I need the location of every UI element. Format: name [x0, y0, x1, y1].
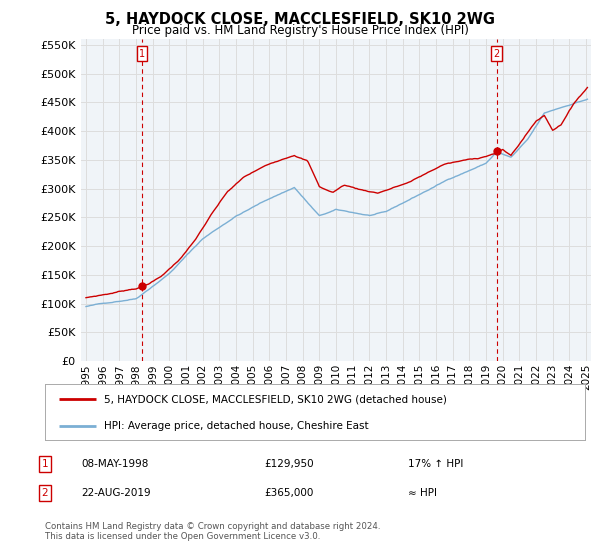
Text: 08-MAY-1998: 08-MAY-1998 — [81, 459, 148, 469]
Text: 2: 2 — [494, 49, 500, 59]
Text: £129,950: £129,950 — [264, 459, 314, 469]
Text: 22-AUG-2019: 22-AUG-2019 — [81, 488, 151, 498]
Text: 2: 2 — [41, 488, 49, 498]
Text: 1: 1 — [139, 49, 145, 59]
Text: HPI: Average price, detached house, Cheshire East: HPI: Average price, detached house, Ches… — [104, 421, 369, 431]
Text: £365,000: £365,000 — [264, 488, 313, 498]
Text: 5, HAYDOCK CLOSE, MACCLESFIELD, SK10 2WG: 5, HAYDOCK CLOSE, MACCLESFIELD, SK10 2WG — [105, 12, 495, 27]
Text: 1: 1 — [41, 459, 49, 469]
Text: 17% ↑ HPI: 17% ↑ HPI — [408, 459, 463, 469]
Text: Contains HM Land Registry data © Crown copyright and database right 2024.
This d: Contains HM Land Registry data © Crown c… — [45, 522, 380, 542]
Text: 5, HAYDOCK CLOSE, MACCLESFIELD, SK10 2WG (detached house): 5, HAYDOCK CLOSE, MACCLESFIELD, SK10 2WG… — [104, 394, 447, 404]
Text: ≈ HPI: ≈ HPI — [408, 488, 437, 498]
Text: Price paid vs. HM Land Registry's House Price Index (HPI): Price paid vs. HM Land Registry's House … — [131, 24, 469, 36]
